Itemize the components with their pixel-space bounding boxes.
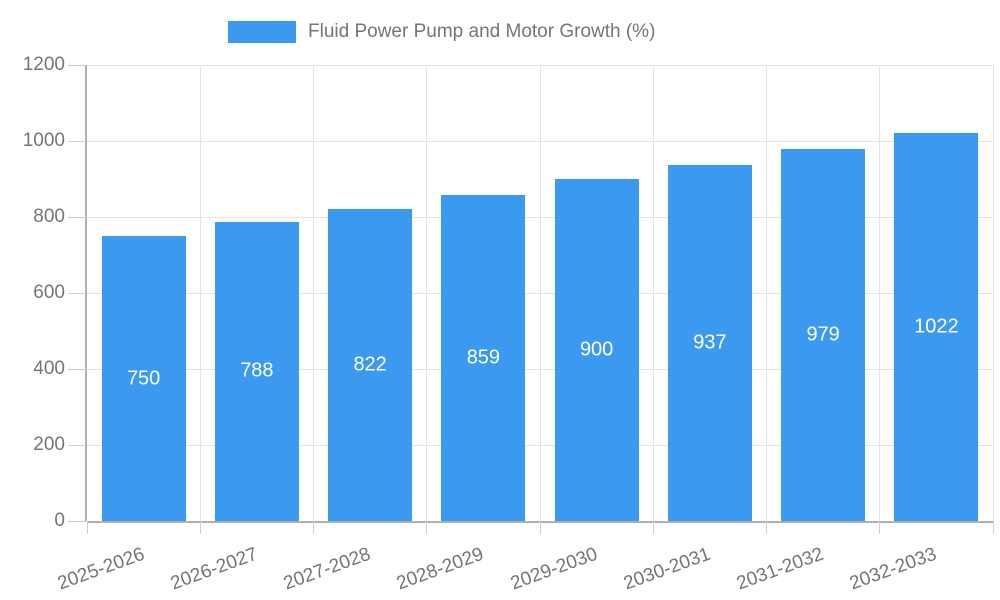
y-axis-tick (68, 64, 86, 66)
bar-2032-2033[interactable]: 1022 (894, 132, 979, 521)
v-gridline (652, 65, 654, 521)
y-axis-tick (68, 216, 86, 218)
x-axis-tick (992, 521, 994, 534)
y-axis-tick (68, 444, 86, 446)
v-gridline (313, 65, 314, 521)
bar-2029-2030[interactable]: 900 (554, 179, 639, 521)
bar-value-label: 1022 (914, 315, 959, 338)
y-axis-tick (68, 520, 86, 522)
bar-value-label: 937 (693, 331, 727, 354)
y-axis-tick (68, 368, 86, 370)
x-axis-label: 2032-2033 (847, 543, 940, 595)
y-axis-label: 600 (33, 282, 65, 303)
x-axis-tick (766, 521, 767, 534)
x-axis-label: 2031-2032 (733, 543, 827, 595)
chart-legend[interactable]: Fluid Power Pump and Motor Growth (%) (228, 21, 655, 43)
bar-value-label: 859 (466, 346, 501, 369)
v-gridline (992, 65, 994, 521)
x-axis-label: 2027-2028 (280, 543, 374, 595)
v-gridline (199, 65, 201, 521)
x-axis-label: 2026-2027 (167, 543, 261, 595)
x-axis-label: 2028-2029 (394, 543, 487, 595)
x-axis-tick (879, 521, 881, 534)
x-axis-tick (86, 521, 88, 534)
v-gridline (879, 65, 881, 521)
bar-2026-2027[interactable]: 788 (214, 221, 299, 521)
y-axis-label: 1200 (22, 54, 65, 75)
y-axis-tick (68, 140, 86, 142)
x-axis-tick (313, 521, 314, 534)
bar-value-label: 979 (806, 323, 840, 346)
legend-color-swatch (228, 21, 296, 43)
y-axis-tick (68, 292, 86, 294)
x-axis-tick (199, 521, 201, 534)
y-axis-label: 0 (54, 510, 65, 531)
v-gridline (766, 65, 767, 521)
v-gridline (426, 65, 428, 521)
bar-value-label: 788 (240, 359, 274, 382)
bar-value-label: 822 (353, 353, 387, 376)
y-axis-line (85, 65, 87, 521)
x-axis-tick (539, 521, 541, 534)
plot-area: 750 788 822 859 900 937 979 1022 (85, 64, 994, 523)
x-axis-label: 2025-2026 (54, 543, 148, 595)
bar-2028-2029[interactable]: 859 (441, 194, 526, 521)
y-axis-label: 200 (33, 434, 65, 455)
bar-2027-2028[interactable]: 822 (328, 208, 413, 521)
y-axis-label: 400 (33, 358, 65, 379)
x-axis-tick (426, 521, 428, 534)
x-axis-label: 2029-2030 (507, 543, 601, 595)
bar-2031-2032[interactable]: 979 (781, 148, 866, 521)
x-axis-label: 2030-2031 (620, 543, 714, 595)
bar-2025-2026[interactable]: 750 (101, 236, 186, 521)
bar-2030-2031[interactable]: 937 (667, 164, 752, 521)
y-axis-label: 1000 (22, 130, 65, 151)
x-axis-tick (652, 521, 654, 534)
legend-label: Fluid Power Pump and Motor Growth (%) (308, 21, 656, 42)
bar-value-label: 750 (126, 367, 161, 389)
y-axis-label: 800 (33, 206, 65, 227)
v-gridline (539, 65, 541, 521)
bar-value-label: 900 (579, 338, 614, 361)
